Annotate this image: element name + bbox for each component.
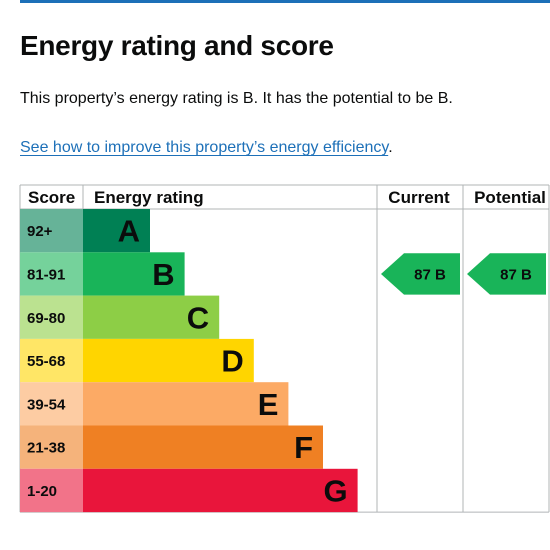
- band-letter: A: [118, 214, 140, 249]
- band-letter: G: [323, 473, 347, 508]
- band-e: 39-54 E: [20, 382, 289, 426]
- band-bar: [83, 252, 185, 296]
- band-score-cell: [20, 209, 83, 253]
- band-f: 21-38 F: [20, 425, 323, 469]
- page-title: Energy rating and score: [20, 30, 334, 61]
- band-bar: [83, 338, 254, 383]
- top-rule: [20, 0, 550, 3]
- potential-marker-arrow: [467, 253, 546, 295]
- band-g: 1-20 G: [20, 468, 358, 513]
- band-score-label: 55-68: [27, 353, 65, 370]
- header-current: Current: [388, 188, 450, 207]
- band-letter: E: [258, 387, 279, 422]
- band-score-cell: [20, 382, 83, 426]
- potential-marker-label: 87 B: [500, 266, 532, 283]
- band-score-label: 21-38: [27, 440, 65, 457]
- band-a: 92+ A: [20, 209, 150, 253]
- header-score: Score: [28, 188, 75, 207]
- band-c: 69-80 C: [20, 295, 220, 339]
- band-score-cell: [20, 295, 83, 339]
- current-rating-marker: 87 B: [381, 253, 460, 295]
- band-letter: C: [187, 300, 209, 335]
- band-d: 55-68 D: [20, 338, 254, 383]
- band-score-cell: [20, 468, 83, 513]
- rating-markers: 87 B 87 B: [381, 253, 546, 295]
- band-score-cell: [20, 338, 83, 383]
- band-letter: F: [294, 430, 313, 465]
- band-score-label: 39-54: [27, 396, 66, 413]
- band-score-label: 1-20: [27, 483, 57, 500]
- rating-summary: This property’s energy rating is B. It h…: [20, 90, 453, 107]
- current-marker-arrow: [381, 253, 460, 295]
- current-marker-label: 87 B: [414, 266, 446, 283]
- header-potential: Potential: [474, 188, 546, 207]
- link-suffix: .: [388, 139, 393, 156]
- improve-link-row: See how to improve this property’s energ…: [20, 139, 393, 157]
- band-bar: [83, 468, 358, 513]
- chart-headers: Score Energy rating Current Potential: [28, 188, 546, 207]
- rating-bands: 92+ A 81-91 B 69-80 C 55-68 D 39-54 E 21-38 F 1-20 G: [20, 209, 358, 513]
- band-score-label: 81-91: [27, 266, 65, 283]
- band-letter: B: [152, 257, 174, 292]
- band-bar: [83, 209, 150, 253]
- band-bar: [83, 382, 289, 426]
- band-bar: [83, 425, 323, 469]
- improve-efficiency-link[interactable]: See how to improve this property’s energ…: [20, 139, 389, 156]
- band-letter: D: [221, 344, 243, 379]
- band-b: 81-91 B: [20, 252, 185, 296]
- header-energy-rating: Energy rating: [94, 188, 204, 207]
- band-score-label: 92+: [27, 223, 53, 240]
- energy-rating-chart: 92+ A81-91 B69-80 C55-68 D39-54 E21-38 F1-20 G …: [19, 184, 550, 513]
- band-score-label: 69-80: [27, 310, 65, 327]
- band-score-cell: [20, 425, 83, 469]
- band-score-cell: [20, 252, 83, 296]
- potential-rating-marker: 87 B: [467, 253, 546, 295]
- band-bar: [83, 295, 220, 339]
